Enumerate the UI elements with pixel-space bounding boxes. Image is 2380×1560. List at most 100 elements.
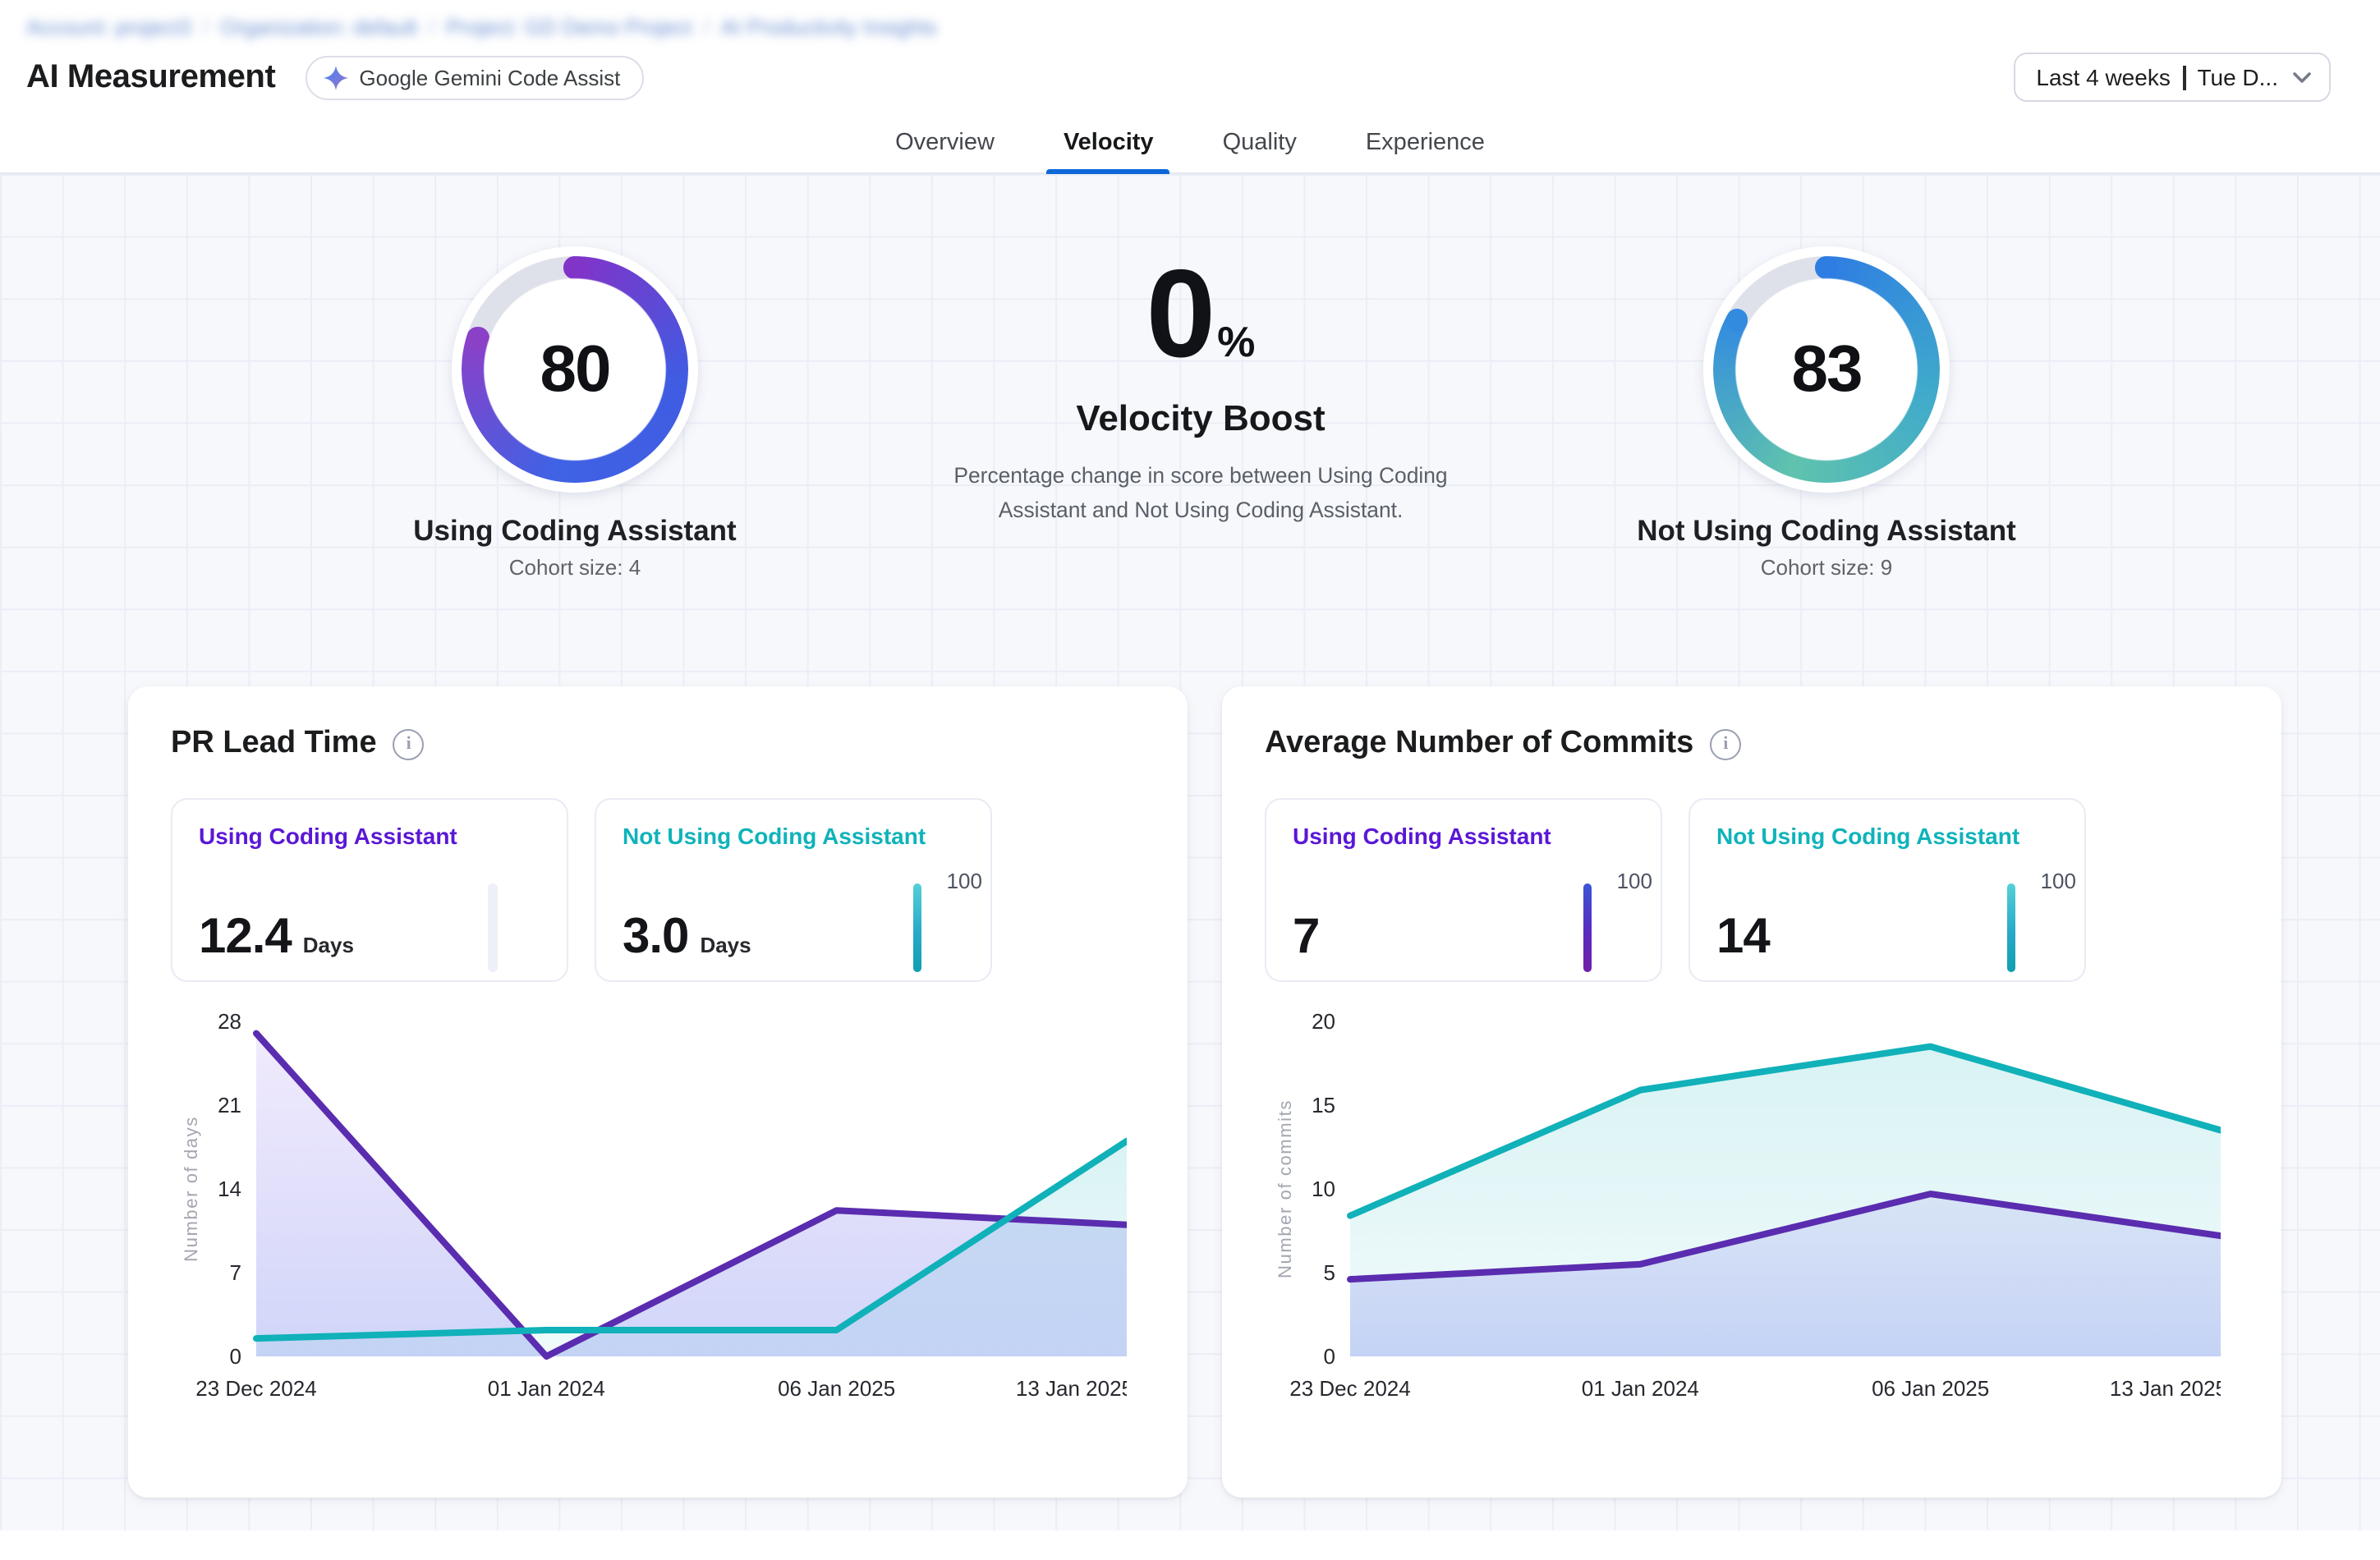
gemini-sparkle-icon	[323, 65, 348, 89]
svg-text:14: 14	[218, 1177, 241, 1201]
breadcrumb-separator: /	[202, 15, 209, 39]
svg-text:15: 15	[1312, 1093, 1335, 1117]
stat-not-using-coding-assistant: Not Using Coding Assistant 3.0 Days 100	[595, 798, 992, 982]
score-gauge: 80	[452, 246, 698, 493]
gauge-using-coding-assistant: 80 Using Coding Assistant Cohort size: 4	[329, 246, 821, 580]
gauge-arc-cap	[466, 327, 489, 350]
tab-velocity[interactable]: Velocity	[1046, 117, 1170, 174]
gauge-label: Not Using Coding Assistant	[1637, 514, 2016, 547]
score-gauge: 83	[1703, 246, 1950, 493]
page-header: Account: project3 / Organization: default /…	[0, 0, 2380, 174]
stat-max-label: 100	[946, 869, 982, 893]
svg-text:28: 28	[218, 1009, 241, 1034]
svg-text:0: 0	[1324, 1344, 1335, 1369]
svg-text:13 Jan 2025: 13 Jan 2025	[1016, 1376, 1127, 1401]
boost-description: Percentage change in score between Using…	[953, 463, 1448, 523]
velocity-boost-value: 0 %	[839, 245, 1562, 384]
cohort-size: Cohort size: 9	[1760, 555, 1893, 580]
svg-text:23 Dec 2024: 23 Dec 2024	[195, 1376, 316, 1401]
stat-value: 12.4	[199, 910, 292, 964]
date-range-select[interactable]: Last 4 weeks Tue D...	[2013, 53, 2331, 102]
boost-title: Velocity Boost	[1076, 397, 1326, 439]
date-filter-divider	[2183, 65, 2186, 89]
stat-row: Using Coding Assistant 7 100 Not Using C…	[1265, 798, 2239, 982]
pr-lead-time-chart: 0 7 14 21 28 Number of days 23 Dec 2024 01 Jan …	[181, 1009, 1127, 1401]
card-title: PR Lead Time	[171, 726, 377, 760]
tab-experience[interactable]: Experience	[1365, 130, 1485, 156]
title-row: AI Measurement Google Gemini Code Assist…	[0, 39, 2380, 102]
svg-text:13 Jan 2025: 13 Jan 2025	[2110, 1376, 2221, 1401]
breadcrumb-separator: /	[703, 15, 710, 39]
date-range-detail: Tue D...	[2197, 64, 2278, 90]
breadcrumb-item[interactable]: Organization: default	[220, 15, 418, 39]
cohort-size: Cohort size: 4	[508, 555, 641, 580]
info-icon[interactable]	[393, 728, 425, 759]
svg-text:06 Jan 2025: 06 Jan 2025	[778, 1376, 895, 1401]
velocity-summary: 80 Using Coding Assistant Cohort size: 4…	[0, 174, 2380, 654]
gauge-arc-cap	[1815, 256, 1838, 279]
badge-label: Google Gemini Code Assist	[359, 65, 621, 89]
stat-label: Using Coding Assistant	[1293, 823, 1551, 849]
gauge-ring	[1713, 256, 1940, 483]
stat-using-coding-assistant: Using Coding Assistant 7 100	[1265, 798, 1662, 982]
gauge-arc-cap	[1725, 309, 1748, 332]
boost-percent-sign: %	[1217, 317, 1256, 366]
stat-mini-bar	[913, 883, 921, 972]
gauge-ring	[462, 256, 688, 483]
card-title: Average Number of Commits	[1265, 726, 1694, 760]
content-area: 80 Using Coding Assistant Cohort size: 4…	[0, 174, 2380, 1530]
tab-overview[interactable]: Overview	[895, 130, 995, 156]
breadcrumb-item[interactable]: Account: project3	[26, 15, 191, 39]
info-icon[interactable]	[1710, 728, 1742, 759]
breadcrumb-separator: /	[429, 15, 435, 39]
svg-text:Number of commits: Number of commits	[1275, 1099, 1295, 1278]
stat-label: Not Using Coding Assistant	[623, 823, 926, 849]
svg-text:01 Jan 2024: 01 Jan 2024	[488, 1376, 605, 1401]
svg-text:Number of days: Number of days	[181, 1116, 201, 1262]
breadcrumb: Account: project3 / Organization: default /…	[0, 0, 2380, 39]
svg-text:7: 7	[230, 1260, 241, 1285]
svg-text:23 Dec 2024: 23 Dec 2024	[1289, 1376, 1410, 1401]
svg-text:21: 21	[218, 1093, 241, 1117]
svg-text:0: 0	[230, 1344, 241, 1369]
stat-label: Using Coding Assistant	[199, 823, 457, 849]
average-commits-chart: 0 5 10 15 20 Number of commits 23 Dec 2024 01 J…	[1275, 1009, 2221, 1401]
stat-mini-bar	[2007, 883, 2015, 972]
breadcrumb-item[interactable]: Project: GD Demo Project	[446, 15, 692, 39]
stat-value: 7	[1293, 910, 1320, 964]
breadcrumb-item[interactable]: AI Productivity Insights	[720, 15, 937, 39]
page-title: AI Measurement	[26, 58, 276, 94]
stat-unit: Days	[700, 933, 751, 957]
stat-unit: Days	[302, 933, 354, 957]
gauge-arc-cap	[563, 256, 586, 279]
stat-using-coding-assistant: Using Coding Assistant 12.4 Days	[171, 798, 568, 982]
svg-text:06 Jan 2025: 06 Jan 2025	[1872, 1376, 1989, 1401]
pr-lead-time-card: PR Lead Time Using Coding Assistant 12.4…	[128, 686, 1188, 1498]
gauge-score: 80	[540, 333, 612, 405]
stat-mini-bar	[488, 883, 498, 972]
date-range-value: Last 4 weeks	[2036, 64, 2171, 90]
stat-mini-bar	[1583, 883, 1592, 972]
tab-bar: Overview Velocity Quality Experience	[0, 117, 2380, 174]
gauge-score: 83	[1791, 333, 1863, 405]
svg-text:10: 10	[1312, 1177, 1335, 1201]
svg-text:20: 20	[1312, 1009, 1335, 1034]
stat-label: Not Using Coding Assistant	[1716, 823, 2020, 849]
gauge-not-using-coding-assistant: 83 Not Using Coding Assistant Cohort siz…	[1580, 246, 2073, 580]
gauge-label: Using Coding Assistant	[413, 514, 737, 547]
average-commits-card: Average Number of Commits Using Coding A…	[1222, 686, 2281, 1498]
gemini-code-assist-badge[interactable]: Google Gemini Code Assist	[305, 55, 644, 99]
chevron-down-icon	[2293, 71, 2311, 83]
svg-text:5: 5	[1324, 1260, 1335, 1285]
stat-value: 14	[1716, 910, 1771, 964]
velocity-boost-block: 0 % Velocity Boost Percentage change in …	[839, 223, 1562, 528]
svg-text:01 Jan 2024: 01 Jan 2024	[1582, 1376, 1699, 1401]
stat-max-label: 100	[2040, 869, 2076, 893]
stat-row: Using Coding Assistant 12.4 Days Not Usin…	[171, 798, 1145, 982]
stat-value: 3.0	[623, 910, 689, 964]
boost-number: 0	[1146, 245, 1216, 384]
tab-quality[interactable]: Quality	[1222, 130, 1297, 156]
stat-not-using-coding-assistant: Not Using Coding Assistant 14 100	[1689, 798, 2086, 982]
metric-cards-row: PR Lead Time Using Coding Assistant 12.4…	[0, 686, 2380, 1498]
